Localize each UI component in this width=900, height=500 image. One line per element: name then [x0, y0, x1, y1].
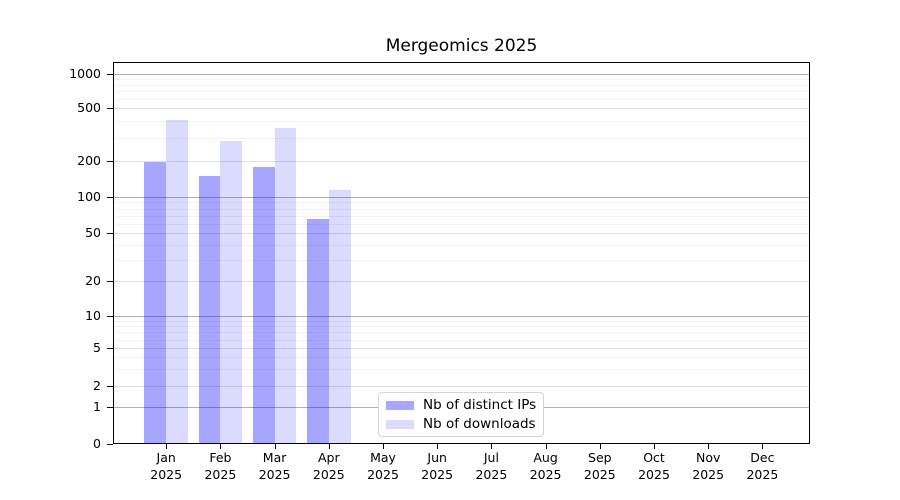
gridline-20 — [114, 281, 809, 282]
gridline-8 — [114, 326, 809, 328]
x-tick-sep — [599, 444, 601, 449]
bar-distinct-ips-jan — [144, 162, 167, 444]
gridline-900 — [114, 79, 809, 81]
bar-distinct-ips-mar — [252, 167, 275, 444]
y-tick-200 — [107, 161, 113, 162]
y-tick-100 — [107, 197, 113, 198]
gridline-300 — [114, 137, 809, 139]
gridline-600 — [114, 99, 809, 101]
x-tick-label-aug: Aug 2025 — [529, 450, 562, 482]
x-tick-dec — [762, 444, 764, 449]
x-tick-mar — [274, 444, 276, 449]
bar-distinct-ips-feb — [198, 175, 221, 444]
y-tick-label-0: 0 — [93, 436, 101, 451]
y-tick-5 — [107, 348, 113, 349]
gridline-700 — [114, 91, 809, 93]
x-tick-apr — [328, 444, 330, 449]
gridline-200 — [114, 161, 809, 162]
gridline-1000 — [114, 74, 809, 75]
y-tick-500 — [107, 108, 113, 109]
legend-label-distinct-ips: Nb of distinct IPs — [423, 397, 537, 413]
x-tick-may — [383, 444, 384, 449]
y-tick-label-200: 200 — [77, 153, 101, 168]
gridline-400 — [114, 120, 809, 122]
gridline-90 — [114, 202, 809, 204]
gridline-2 — [114, 386, 809, 387]
y-tick-label-5: 5 — [93, 340, 101, 355]
y-tick-2 — [107, 386, 113, 387]
gridline-4 — [114, 357, 809, 359]
legend-swatch-distinct-ips — [386, 400, 414, 410]
y-tick-1000 — [107, 74, 113, 75]
x-tick-label-apr: Apr 2025 — [312, 450, 345, 482]
x-tick-label-sep: Sep 2025 — [583, 450, 616, 482]
x-tick-oct — [654, 444, 655, 449]
gridline-3 — [114, 369, 809, 371]
gridline-7 — [114, 332, 809, 334]
y-tick-label-1: 1 — [93, 399, 101, 414]
y-tick-label-20: 20 — [85, 273, 101, 288]
gridline-60 — [114, 223, 809, 225]
gridline-80 — [114, 208, 809, 210]
legend-row-distinct-ips: Nb of distinct IPs — [386, 397, 543, 413]
x-tick-label-jul: Jul 2025 — [475, 450, 508, 482]
y-tick-label-2: 2 — [93, 378, 101, 393]
x-tick-label-jan: Jan 2025 — [150, 450, 183, 482]
x-tick-label-feb: Feb 2025 — [204, 450, 237, 482]
y-tick-label-1000: 1000 — [69, 66, 101, 81]
gridline-50 — [114, 233, 809, 234]
x-tick-label-nov: Nov 2025 — [692, 450, 725, 482]
x-tick-nov — [708, 444, 710, 449]
legend-row-downloads: Nb of downloads — [386, 416, 543, 432]
gridline-100 — [114, 197, 809, 198]
y-tick-1 — [107, 407, 113, 408]
x-tick-jan — [166, 444, 168, 449]
x-tick-jul — [491, 444, 493, 449]
gridline-30 — [114, 259, 809, 261]
bar-downloads-mar — [274, 127, 297, 444]
bar-downloads-jan — [166, 120, 188, 444]
x-tick-feb — [220, 444, 222, 449]
y-tick-20 — [107, 281, 113, 282]
gridline-40 — [114, 244, 809, 246]
chart-title: Mergeomics 2025 — [385, 36, 538, 56]
x-tick-aug — [545, 444, 547, 449]
gridline-9 — [114, 320, 809, 322]
y-tick-50 — [107, 233, 113, 234]
y-tick-0 — [107, 444, 113, 445]
bar-downloads-apr — [328, 190, 351, 444]
x-tick-label-may: May 2025 — [367, 450, 399, 482]
gridline-800 — [114, 84, 809, 86]
x-tick-label-oct: Oct 2025 — [638, 450, 670, 482]
bar-distinct-ips-apr — [307, 219, 329, 444]
y-tick-10 — [107, 316, 113, 317]
x-tick-label-jun: Jun 2025 — [421, 450, 454, 482]
x-tick-label-mar: Mar 2025 — [258, 450, 291, 482]
gridline-500 — [114, 108, 809, 109]
x-tick-label-dec: Dec 2025 — [746, 450, 779, 482]
gridline-6 — [114, 339, 809, 341]
y-tick-label-100: 100 — [77, 189, 101, 204]
plot-area — [113, 62, 810, 444]
legend-swatch-downloads — [386, 419, 414, 429]
gridline-70 — [114, 215, 809, 217]
y-tick-label-500: 500 — [77, 100, 101, 115]
y-tick-label-10: 10 — [85, 308, 101, 323]
legend-label-downloads: Nb of downloads — [423, 416, 536, 432]
gridline-10 — [114, 316, 809, 317]
bar-downloads-feb — [220, 140, 243, 444]
gridline-5 — [114, 348, 809, 349]
y-tick-label-50: 50 — [85, 225, 101, 240]
legend: Nb of distinct IPs Nb of downloads — [378, 392, 544, 437]
x-tick-jun — [437, 444, 439, 449]
